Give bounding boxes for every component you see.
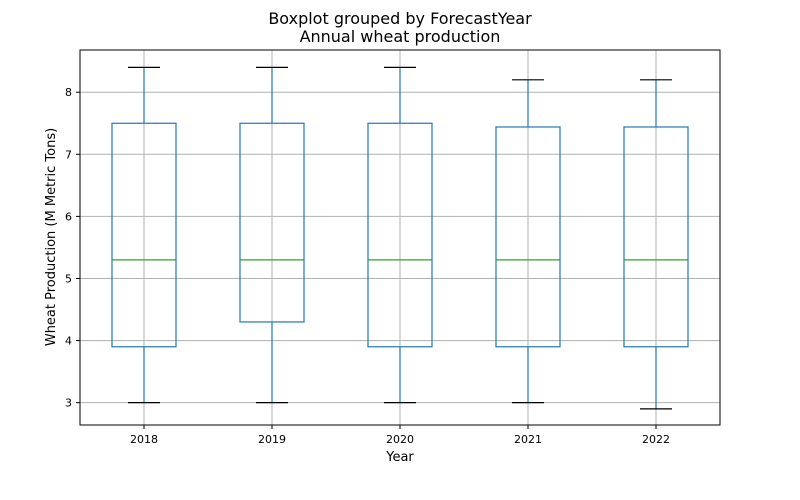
iqr-box (367, 122, 433, 348)
box-2018 (111, 66, 177, 404)
box-2019 (239, 66, 305, 404)
x-tick-label: 2018 (130, 433, 158, 446)
x-axis-label: Year (385, 450, 414, 465)
y-tick-label: 5 (65, 272, 72, 285)
iqr-box (623, 126, 689, 348)
ticks: 3 4 5 6 7 8 2018 2019 2020 2021 2022 (65, 86, 670, 446)
boxes (111, 66, 689, 410)
y-tick-label: 7 (65, 148, 72, 161)
x-tick-label: 2022 (642, 433, 670, 446)
y-tick-label: 6 (65, 210, 72, 223)
x-tick-label: 2020 (386, 433, 414, 446)
y-axis-label: Wheat Production (M Metric Tons) (44, 128, 59, 346)
box-2022 (623, 79, 689, 410)
x-tick-label: 2021 (514, 433, 542, 446)
y-tick-label: 8 (65, 86, 72, 99)
y-tick-label: 4 (65, 335, 72, 348)
chart-suptitle: Boxplot grouped by ForecastYear (268, 9, 532, 28)
chart-title: Annual wheat production (300, 27, 501, 46)
y-tick-label: 3 (65, 397, 72, 410)
box-2021 (495, 79, 561, 404)
iqr-box (239, 122, 305, 323)
iqr-box (111, 122, 177, 348)
x-tick-label: 2019 (258, 433, 286, 446)
box-2020 (367, 66, 433, 404)
iqr-box (495, 126, 561, 348)
